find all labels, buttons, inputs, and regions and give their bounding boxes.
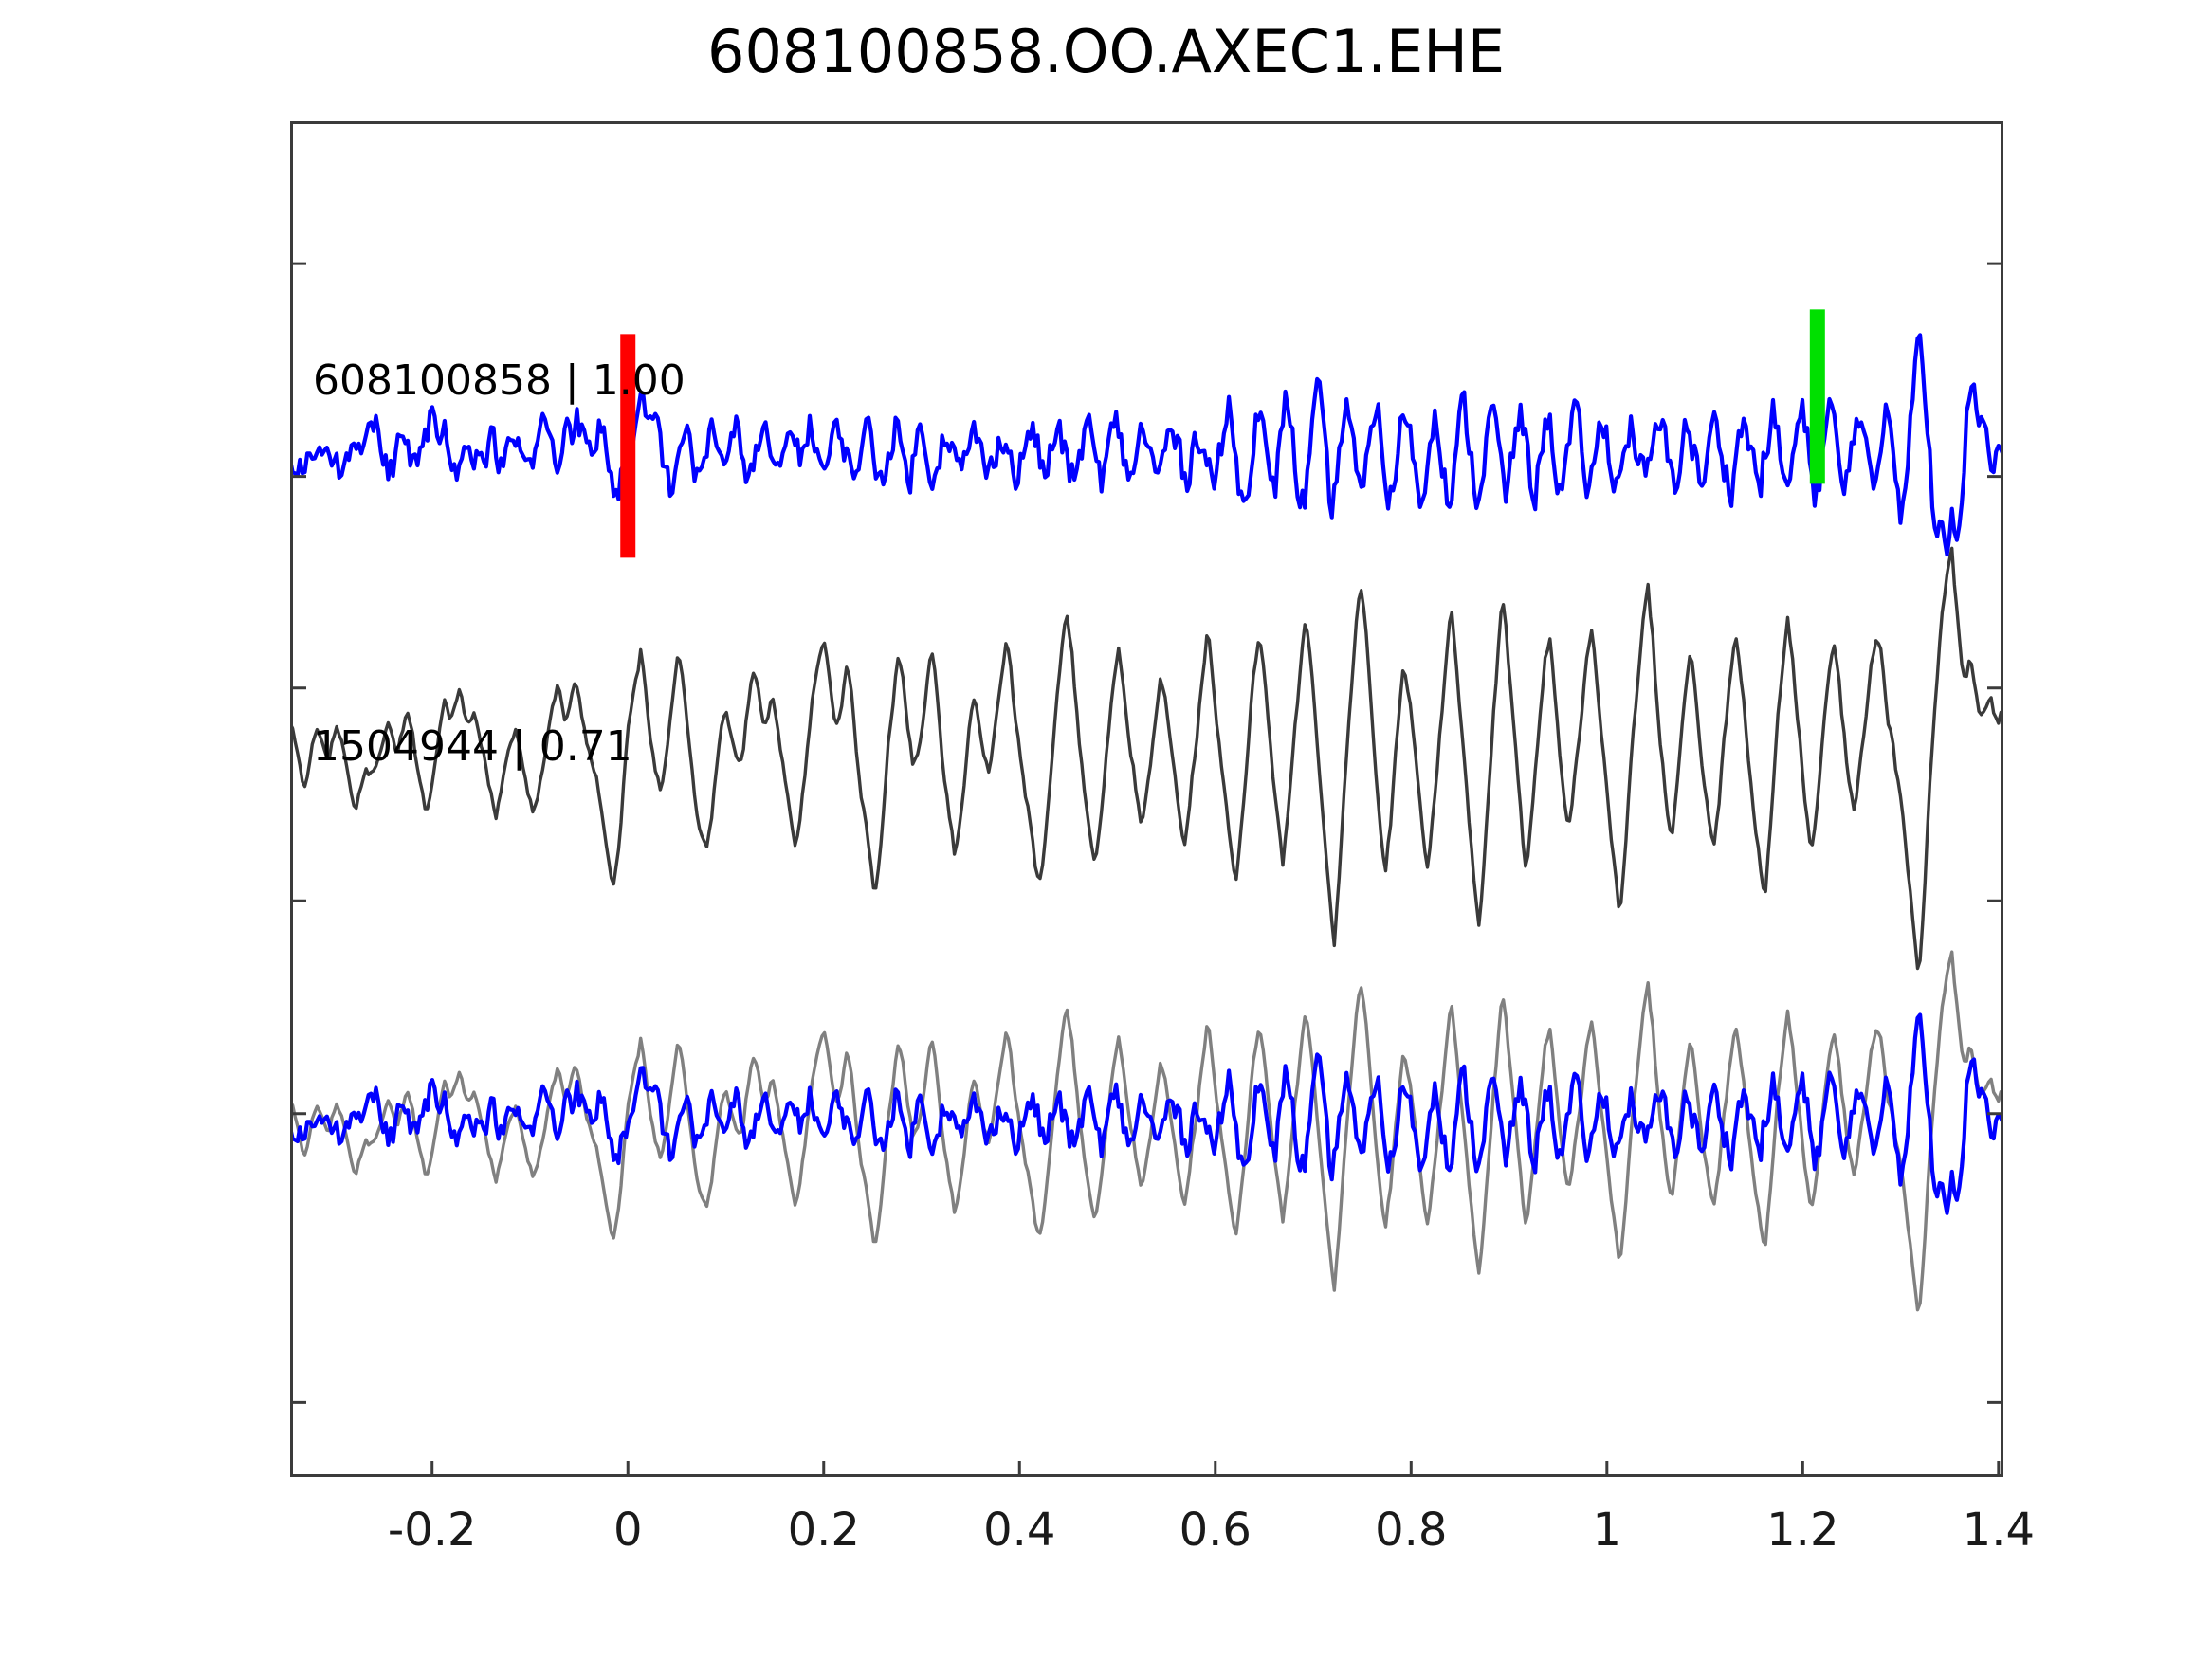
- trace-middle-gray: [290, 546, 2003, 971]
- trace-bottom-blue: [290, 1012, 2003, 1215]
- x-tick-label-5: 0.8: [1375, 1504, 1448, 1557]
- trace-bottom-gray: [290, 950, 2003, 1312]
- pick-green-marker: [1809, 309, 1825, 484]
- x-tick-label-7: 1.2: [1766, 1504, 1839, 1557]
- waveform-plot: [290, 121, 2003, 1477]
- plot-area: [290, 121, 2003, 1477]
- trace-top-blue: [290, 333, 2003, 557]
- pick-red-marker: [620, 334, 636, 558]
- x-tick-label-0: -0.2: [387, 1504, 477, 1557]
- page-title: 608100858.OO.AXEC1.EHE: [707, 17, 1505, 86]
- axes-frame: [290, 121, 2003, 1477]
- x-tick-label-2: 0.2: [787, 1504, 860, 1557]
- x-tick-label-4: 0.6: [1179, 1504, 1252, 1557]
- traces-group: [290, 333, 2003, 1312]
- x-tick-label-6: 1: [1592, 1504, 1622, 1557]
- markers-group: [620, 309, 1825, 558]
- x-tick-label-1: 0: [612, 1504, 643, 1557]
- trace-label-middle: 1504944 | 0.71: [313, 722, 632, 771]
- x-tick-label-8: 1.4: [1962, 1504, 2035, 1557]
- trace-label-top: 608100858 | 1.00: [313, 356, 686, 405]
- x-tick-label-3: 0.4: [983, 1504, 1056, 1557]
